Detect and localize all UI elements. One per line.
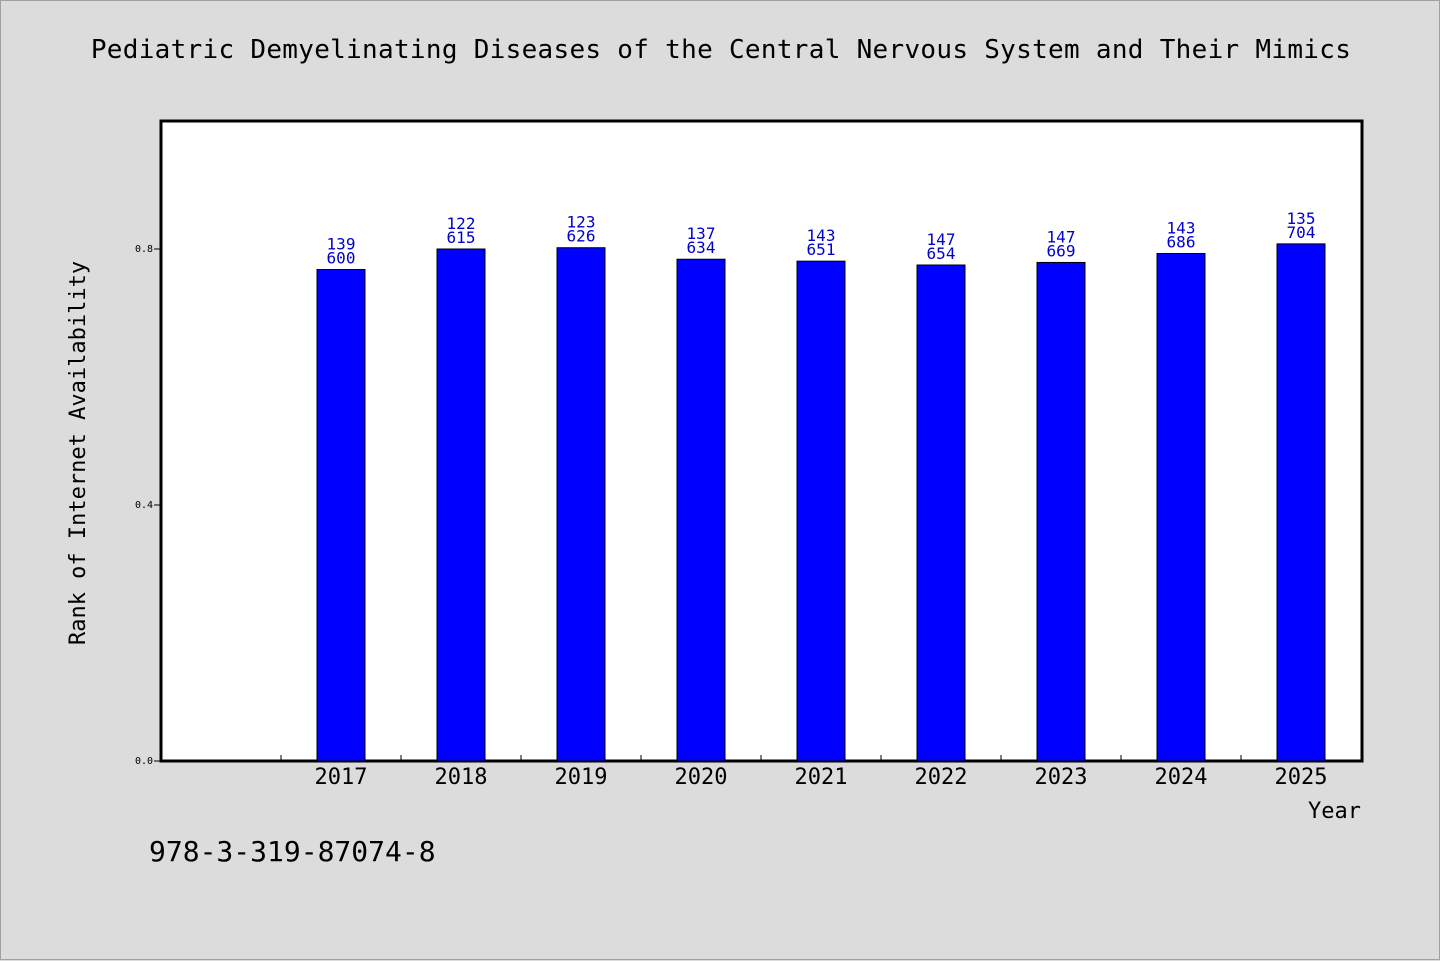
data-label-top-2024: 143 bbox=[1167, 218, 1196, 237]
x-tick-label-2023: 2023 bbox=[1035, 765, 1088, 790]
bar-2023 bbox=[1036, 261, 1086, 762]
data-label-bottom-2017: 600 bbox=[327, 248, 356, 267]
data-label-bottom-2022: 654 bbox=[927, 244, 956, 263]
data-label-bottom-2020: 634 bbox=[687, 238, 716, 257]
x-tick-label-2017: 2017 bbox=[315, 765, 368, 790]
chart-title: Pediatric Demyelinating Diseases of the … bbox=[90, 35, 1352, 65]
x-axis-label: Year bbox=[1308, 799, 1361, 824]
data-label-bottom-2021: 651 bbox=[807, 240, 836, 259]
y-tick-label: 0.8 bbox=[135, 244, 153, 255]
x-tick-label-2018: 2018 bbox=[435, 765, 488, 790]
data-label-bottom-2018: 615 bbox=[447, 228, 476, 247]
data-label-bottom-2023: 669 bbox=[1047, 241, 1076, 260]
data-label-top-2023: 147 bbox=[1047, 227, 1076, 246]
bar-2025 bbox=[1276, 243, 1326, 762]
bar-2020 bbox=[676, 258, 726, 762]
data-label-top-2017: 139 bbox=[327, 234, 356, 253]
y-axis-label: Rank of Internet Availability bbox=[66, 261, 91, 645]
x-tick-label-2025: 2025 bbox=[1275, 765, 1328, 790]
x-tick-label-2024: 2024 bbox=[1155, 765, 1208, 790]
bar-2021 bbox=[796, 260, 846, 762]
data-label-top-2022: 147 bbox=[927, 230, 956, 249]
data-label-top-2019: 123 bbox=[567, 213, 596, 232]
data-label-top-2021: 143 bbox=[807, 226, 836, 245]
isbn-label: 978-3-319-87074-8 bbox=[149, 835, 436, 868]
data-label-top-2025: 135 bbox=[1287, 209, 1316, 228]
x-tick-label-2020: 2020 bbox=[675, 765, 728, 790]
bar-2018 bbox=[436, 248, 486, 762]
data-label-top-2018: 122 bbox=[447, 214, 476, 233]
bar-2017 bbox=[316, 268, 366, 762]
data-label-bottom-2024: 686 bbox=[1167, 232, 1196, 251]
bar-2024 bbox=[1156, 252, 1206, 762]
bar-2019 bbox=[556, 247, 606, 762]
data-label-top-2020: 137 bbox=[687, 224, 716, 243]
data-label-bottom-2019: 626 bbox=[567, 227, 596, 246]
x-tick-label-2019: 2019 bbox=[555, 765, 608, 790]
y-tick-label: 0.0 bbox=[135, 756, 153, 767]
y-tick-label: 0.4 bbox=[135, 500, 153, 511]
x-tick-label-2021: 2021 bbox=[795, 765, 848, 790]
x-tick-label-2022: 2022 bbox=[915, 765, 968, 790]
bar-2022 bbox=[916, 264, 966, 762]
data-label-bottom-2025: 704 bbox=[1287, 223, 1316, 242]
ticks-layer: 0.0 0.4 0.8 2017 2018 2019 2020 2021 2022 2023 202… bbox=[135, 244, 1362, 790]
